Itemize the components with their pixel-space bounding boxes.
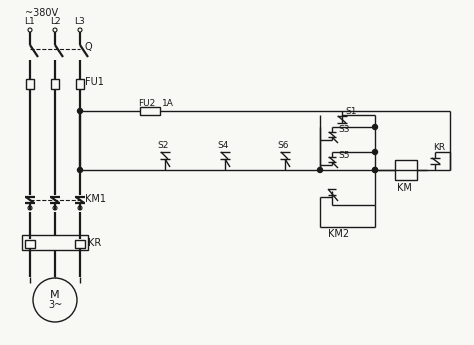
Bar xyxy=(22,235,88,250)
Text: KM2: KM2 xyxy=(328,229,349,239)
Text: L1: L1 xyxy=(25,18,36,27)
Text: S5: S5 xyxy=(338,150,349,159)
Text: 1A: 1A xyxy=(162,99,174,108)
Text: FU1: FU1 xyxy=(85,77,104,87)
Bar xyxy=(51,79,59,89)
Bar xyxy=(76,79,84,89)
Text: FU2: FU2 xyxy=(138,99,155,108)
Bar xyxy=(75,240,85,248)
Text: KR: KR xyxy=(433,144,445,152)
Text: S2: S2 xyxy=(157,140,169,149)
Bar xyxy=(26,79,34,89)
Text: M: M xyxy=(50,290,60,300)
Bar xyxy=(395,160,417,180)
Text: S6: S6 xyxy=(277,140,289,149)
Text: S4: S4 xyxy=(217,140,228,149)
Text: 3~: 3~ xyxy=(48,300,62,310)
Text: KM1: KM1 xyxy=(85,194,106,204)
Text: L3: L3 xyxy=(74,18,85,27)
Circle shape xyxy=(373,125,377,129)
Bar xyxy=(25,240,35,248)
Circle shape xyxy=(318,168,322,172)
Text: Q: Q xyxy=(85,42,92,52)
Circle shape xyxy=(78,168,82,172)
Text: ~380V: ~380V xyxy=(25,8,58,18)
Text: KR: KR xyxy=(88,238,101,248)
Text: KM: KM xyxy=(397,183,412,193)
Circle shape xyxy=(373,149,377,155)
Text: L2: L2 xyxy=(50,18,60,27)
Text: S3: S3 xyxy=(338,126,349,135)
Circle shape xyxy=(373,168,377,172)
Bar xyxy=(140,107,160,115)
Circle shape xyxy=(373,168,377,172)
Circle shape xyxy=(78,108,82,114)
Text: S1: S1 xyxy=(345,107,356,116)
